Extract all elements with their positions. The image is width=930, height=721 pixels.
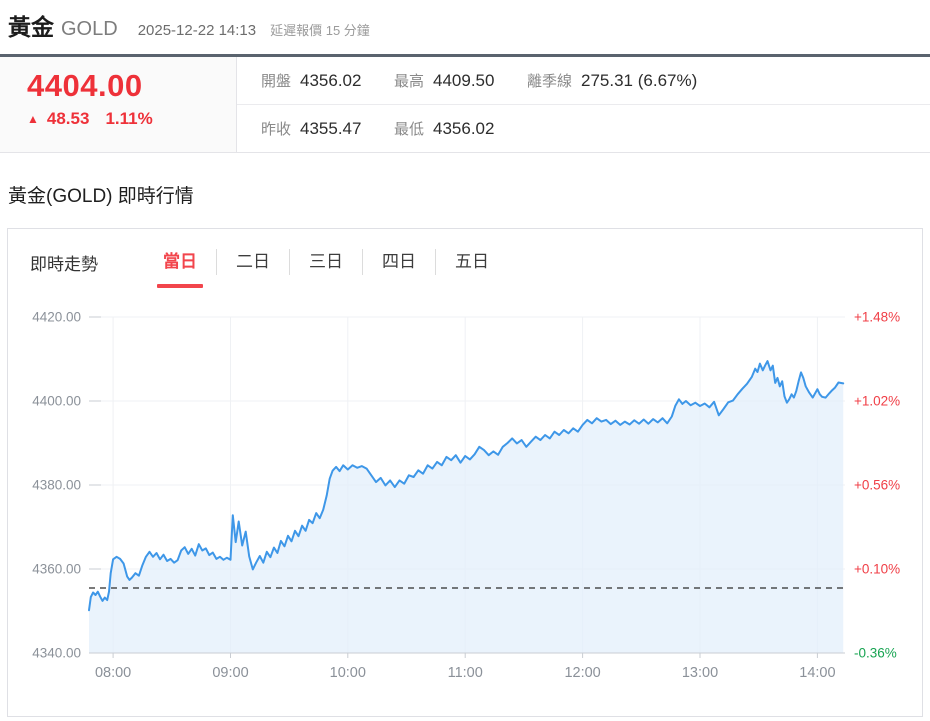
stat-high-value: 4409.50 bbox=[433, 71, 495, 90]
x-tick-label: 12:00 bbox=[564, 665, 600, 681]
header-divider bbox=[0, 54, 930, 57]
change-percent: 1.11% bbox=[105, 109, 153, 128]
quote-info-section: 4404.00 ▲ 48.53 1.11% 開盤 4356.02 最高 4409… bbox=[0, 57, 930, 153]
stat-prev-close-label: 昨收 bbox=[261, 121, 292, 138]
stat-high-label: 最高 bbox=[394, 73, 425, 90]
stat-prev-close: 昨收 4355.47 bbox=[261, 118, 394, 139]
y-tick-label: 4340.00 bbox=[32, 646, 81, 661]
tab-3day[interactable]: 三日 bbox=[289, 249, 362, 275]
stat-quarter-line-value: 275.31 (6.67%) bbox=[581, 71, 698, 90]
up-arrow-icon: ▲ bbox=[27, 112, 39, 126]
pct-tick-label: +0.56% bbox=[854, 478, 900, 493]
y-tick-label: 4380.00 bbox=[32, 478, 81, 493]
y-tick-label: 4400.00 bbox=[32, 394, 81, 409]
tab-4day[interactable]: 四日 bbox=[362, 249, 435, 275]
last-price: 4404.00 bbox=[27, 68, 143, 103]
y-tick-label: 4420.00 bbox=[32, 310, 81, 325]
area-fill bbox=[89, 361, 844, 653]
x-tick-label: 14:00 bbox=[799, 665, 835, 681]
realtime-chart-card: 即時走勢 當日 二日 三日 四日 五日 08:00 09:00 10:00 11:00… bbox=[7, 228, 923, 717]
stat-low: 最低 4356.02 bbox=[394, 118, 527, 139]
pct-tick-label: +1.02% bbox=[854, 394, 900, 409]
x-tick-label: 11:00 bbox=[448, 665, 483, 681]
stat-prev-close-value: 4355.47 bbox=[300, 119, 362, 138]
instrument-name-zh: 黃金 bbox=[8, 14, 54, 40]
quote-header: 黃金 GOLD 2025-12-22 14:13 延遲報價 15 分鐘 bbox=[0, 0, 930, 54]
tab-5day[interactable]: 五日 bbox=[435, 249, 508, 275]
change-value: 48.53 bbox=[46, 109, 90, 128]
pct-tick-label: +0.10% bbox=[854, 562, 900, 577]
tabs-lead-label: 即時走勢 bbox=[30, 254, 98, 274]
y-tick-label: 4360.00 bbox=[32, 562, 81, 577]
stats-row-2: 昨收 4355.47 最低 4356.02 bbox=[237, 104, 930, 152]
quote-stats: 開盤 4356.02 最高 4409.50 離季線 275.31 (6.67%)… bbox=[237, 57, 930, 152]
stat-high: 最高 4409.50 bbox=[394, 70, 527, 91]
x-tick-label: 10:00 bbox=[330, 665, 366, 681]
pct-tick-label: -0.36% bbox=[854, 646, 897, 661]
change-row: ▲ 48.53 1.11% bbox=[27, 109, 236, 129]
stat-quarter-line: 離季線 275.31 (6.67%) bbox=[527, 70, 697, 91]
price-chart-svg[interactable]: 08:00 09:00 10:00 11:00 12:00 13:00 14:00 4340.… bbox=[8, 301, 921, 715]
price-box: 4404.00 ▲ 48.53 1.11% bbox=[0, 57, 237, 152]
stat-low-value: 4356.02 bbox=[433, 119, 495, 138]
chart-area: 08:00 09:00 10:00 11:00 12:00 13:00 14:00 4340.… bbox=[8, 301, 922, 720]
section-title: 黃金(GOLD) 即時行情 bbox=[8, 186, 194, 207]
pct-tick-label: +1.48% bbox=[854, 310, 900, 325]
instrument-name-en: GOLD bbox=[61, 18, 118, 40]
delay-note: 延遲報價 15 分鐘 bbox=[270, 23, 370, 38]
x-tick-label: 09:00 bbox=[212, 665, 248, 681]
stats-row-1: 開盤 4356.02 最高 4409.50 離季線 275.31 (6.67%) bbox=[237, 57, 930, 104]
x-tick-label: 08:00 bbox=[95, 665, 131, 681]
stat-low-label: 最低 bbox=[394, 121, 425, 138]
stat-open-value: 4356.02 bbox=[300, 71, 362, 90]
stat-open: 開盤 4356.02 bbox=[261, 70, 394, 91]
stat-open-label: 開盤 bbox=[261, 73, 292, 90]
tab-2day[interactable]: 二日 bbox=[216, 249, 289, 275]
tab-1day[interactable]: 當日 bbox=[144, 249, 216, 288]
x-tick-label: 13:00 bbox=[682, 665, 718, 681]
stat-quarter-line-label: 離季線 bbox=[527, 73, 573, 90]
price-line bbox=[88, 360, 845, 612]
quote-datetime: 2025-12-22 14:13 bbox=[137, 22, 257, 39]
chart-tabs-row: 即時走勢 當日 二日 三日 四日 五日 bbox=[8, 229, 922, 288]
